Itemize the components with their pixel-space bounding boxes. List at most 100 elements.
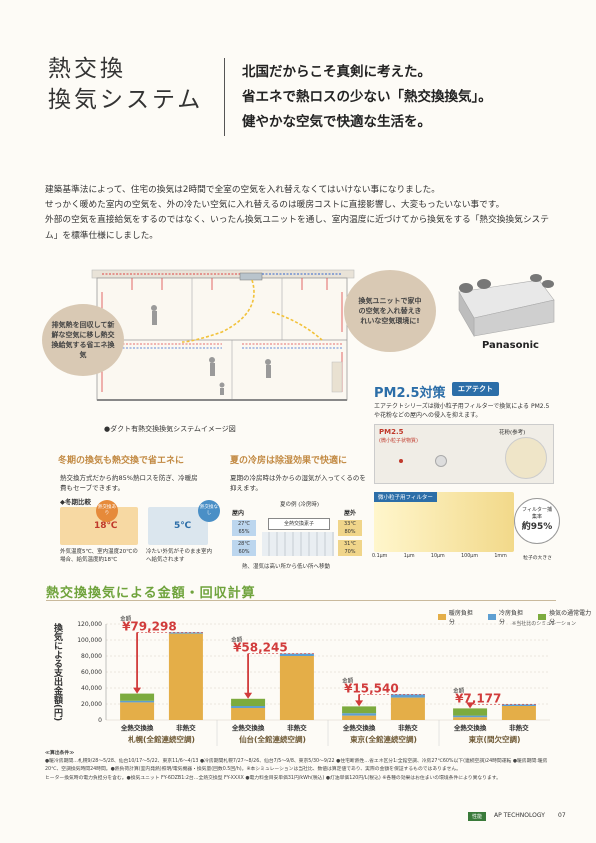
legend-cool-label: 冷房負担分	[498, 610, 523, 626]
legend-heat-label: 暖房負担分	[448, 610, 473, 626]
bar-label: 全熱交換換	[453, 723, 487, 732]
filter-label: 微小粒子用フィルター	[374, 492, 437, 502]
summer-out2: 31℃ 70%	[338, 540, 362, 556]
title-divider	[224, 58, 225, 136]
pm-label: PM2.5	[379, 428, 404, 436]
house-diagram	[91, 269, 355, 401]
group-label: 札幌(全館連続空調)	[127, 734, 195, 744]
y-tick-label: 60,000	[81, 669, 102, 676]
scale-tick: 10μm	[430, 554, 445, 559]
chart-legend: 暖房負担分 冷房負担分 換気の通常電力分	[438, 608, 596, 626]
bar-label: 非熱交	[509, 723, 529, 732]
scale-tick: 100μm	[461, 554, 478, 559]
winter-heading: 冬期の換気も熱交換で省エネに	[58, 456, 185, 466]
lead-line-2: 省エネで熱ロスの少ない「熱交換換気」。	[242, 89, 492, 105]
tag-with-exchange: 熱交換あり	[96, 500, 118, 522]
summer-heading: 夏の冷房は除湿効果で快適に	[230, 456, 348, 466]
body-paragraph-3: 外部の空気を直接給気をするのではなく、いったん換気ユニットを通し、室内温度に近づ…	[45, 215, 549, 241]
filter-rate-label: フィルター捕集率	[522, 507, 552, 520]
bar-segment-heat	[231, 708, 266, 720]
cost-chart: 0 20,000 40,000 60,000 80,000 100,000 120,000 全…	[77, 614, 550, 746]
bar-label: 非熱交	[287, 723, 307, 732]
heat-exchanger-core	[262, 532, 334, 556]
saving-arrow-head	[466, 702, 475, 709]
lead-copy: 北国だからこそ真剣に考えた。 省エネで熱ロスの少ない「熱交換換気」。 健やかな空…	[242, 60, 492, 135]
y-tick-label: 80,000	[81, 653, 102, 660]
bar-segment-fan	[231, 698, 266, 706]
saving-arrow-head	[355, 700, 364, 707]
pm-text: エアテクトシリーズは微小粒子用フィルターで換気による PM2.5や花粉などの屋内…	[374, 403, 550, 419]
chart-title: 熱交換換気による金額・回収計算	[46, 586, 256, 601]
saving-arrow-head	[133, 687, 142, 694]
saving-caption: 金額	[231, 636, 243, 644]
summer-outdoor: 屋外	[344, 510, 357, 517]
saving-value: ¥7,177	[455, 691, 501, 705]
exhaust-heat-text: 排気熱を回収して新鮮な空気に移し熱交換給気する省エネ換気	[51, 321, 115, 359]
winter-temp-yes: 18℃	[94, 521, 118, 531]
legend-cool: 冷房負担分	[488, 608, 528, 626]
bar-segment-heat	[279, 656, 314, 720]
winter-subhead: ◆冬期比較	[60, 498, 91, 506]
summer-indoor: 屋内	[232, 510, 245, 517]
winter-temp-no: 5℃	[174, 521, 192, 531]
saving-caption: 金額	[120, 614, 132, 622]
bar-label: 全熱交換換	[120, 723, 154, 732]
chart-rule	[46, 600, 556, 601]
summer-out1: 33℃ 80%	[338, 520, 362, 536]
y-tick-label: 20,000	[81, 701, 102, 708]
footnote-text: ●暖冷房期間…札幌9/28〜5/28、仙台10/17〜5/22、東京11/6〜4…	[45, 759, 548, 773]
saving-value: ¥79,298	[122, 619, 177, 633]
ventilation-unit-bubble: 換気ユニットで家中の空気を入れ替えきれいな空気環境に!	[344, 270, 436, 352]
legend-heat-swatch	[438, 614, 446, 620]
bar-label: 非熱交	[176, 723, 196, 732]
pm-illustration: PM2.5 (微小粒子状物質) 花粉(参考)	[374, 424, 554, 484]
bar-segment-fan	[342, 706, 377, 714]
group-label: 東京(全館連続空調)	[350, 734, 417, 744]
winter-text: 熱交換方式だから約85%熱ロスを防ぎ、冷暖房費もセーブできます。	[60, 474, 198, 492]
scale-tick: 1μm	[403, 554, 415, 559]
title-line-1: 熱交換	[48, 56, 126, 82]
bar-segment-cool	[501, 704, 536, 706]
saving-caption: 金額	[342, 676, 354, 684]
bar-segment-heat	[342, 715, 377, 720]
page-number: 07	[558, 812, 566, 819]
bar-segment-heat	[120, 702, 155, 720]
legend-heat: 暖房負担分	[438, 608, 478, 626]
bar-label: 非熱交	[398, 723, 418, 732]
summer-example: 夏の例 (冷房時)	[280, 502, 320, 508]
group-label: 東京(間欠空調)	[469, 734, 521, 744]
panasonic-logo: Panasonic	[482, 340, 539, 351]
filter-rate-value: 約95%	[521, 522, 553, 532]
saving-value: ¥15,540	[344, 681, 399, 695]
pm-title: PM2.5対策	[374, 386, 446, 401]
y-tick-label: 0	[98, 717, 102, 724]
pollen-label: 花粉(参考)	[499, 430, 526, 436]
ventilation-unit-image	[458, 274, 555, 338]
summer-in2: 28℃ 60%	[232, 540, 256, 556]
particle-scale: 0.1μm 1μm 10μm 100μm 1mm 粒子の大きさ	[372, 554, 552, 561]
saving-value: ¥58,245	[233, 641, 288, 655]
body-paragraph-2: せっかく暖めた室内の空気を、外の冷たい空気に入れ替えるのは暖房コストに直接影響し…	[45, 200, 505, 211]
summer-text: 夏期の冷房時は外からの湿気が入ってくるのを抑えます。	[230, 474, 366, 492]
bar-label: 全熱交換換	[231, 723, 265, 732]
bar-segment-cool	[342, 713, 377, 716]
filter-scale-graphic: 微小粒子用フィルター	[374, 492, 514, 552]
airtect-badge: エアテクト	[452, 382, 499, 396]
legend-cool-swatch	[488, 614, 496, 620]
winter-note-yes: 外気温度5℃、室内温度20℃の場合、給気温度約18℃	[60, 549, 138, 563]
scale-tick: 0.1μm	[372, 554, 388, 559]
bar-segment-heat	[168, 633, 203, 720]
lead-line-3: 健やかな空気で快適な生活を。	[242, 114, 431, 130]
filter-rate-badge: フィルター捕集率 約95%	[514, 498, 560, 544]
pm-dot-icon	[399, 459, 403, 463]
group-label: 仙台(全館連続空調)	[239, 734, 306, 744]
summer-graphic: 27℃ 65% 28℃ 60% 33℃ 80% 31℃ 70% 全熱交換素子	[232, 518, 362, 560]
footnote: ≪算出条件≫ ●暖冷房期間…札幌9/28〜5/28、仙台10/17〜5/22、東…	[45, 750, 555, 783]
lead-line-1: 北国だからこそ真剣に考えた。	[242, 64, 431, 80]
summer-element: 全熱交換素子	[268, 518, 330, 530]
title-line-2: 換気システム	[48, 87, 204, 113]
hair-icon	[435, 455, 447, 467]
summer-in1: 27℃ 65%	[232, 520, 256, 536]
exhaust-heat-bubble: 排気熱を回収して新鮮な空気に移し熱交換給気する省エネ換気	[42, 304, 124, 376]
bar-segment-cool	[168, 632, 203, 634]
